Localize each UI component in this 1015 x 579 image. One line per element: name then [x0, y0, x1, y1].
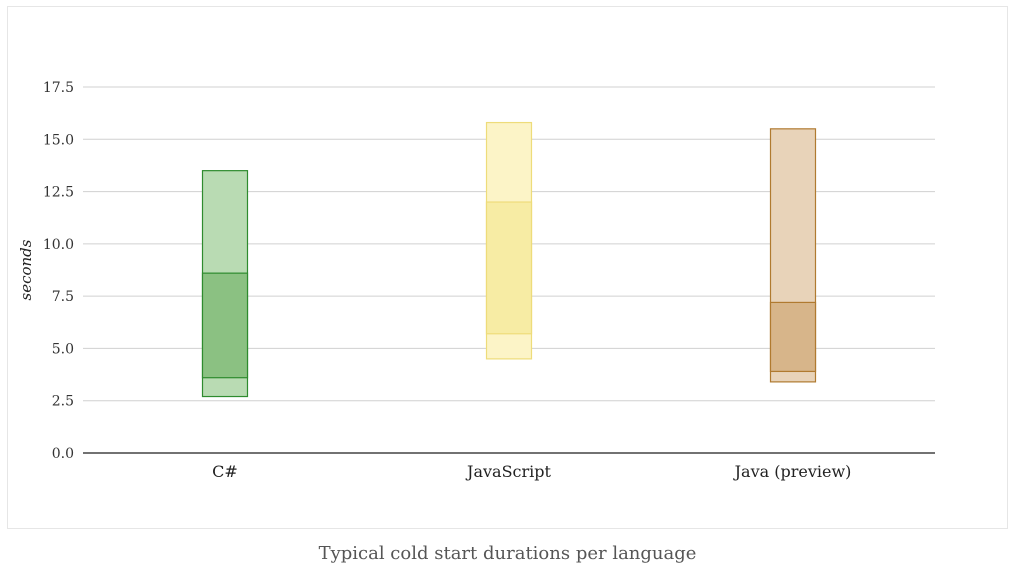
y-tick-label: 12.5 — [43, 185, 74, 201]
x-tick-label: Java (preview) — [733, 462, 852, 481]
y-axis-title: seconds — [17, 239, 35, 300]
y-tick-label: 17.5 — [43, 80, 74, 96]
y-tick-labels: 0.0 2.5 5.0 7.5 10.0 12.5 15.0 17.5 — [43, 80, 74, 462]
x-tick-label: C# — [212, 462, 238, 481]
range-bar-inner — [769, 301, 817, 373]
y-tick-label: 0.0 — [52, 446, 74, 462]
y-tick-label: 7.5 — [52, 289, 74, 305]
range-bar-inner — [201, 272, 249, 379]
range-bars — [201, 121, 817, 398]
x-tick-labels: C# JavaScript Java (preview) — [212, 462, 851, 481]
y-tick-label: 15.0 — [43, 132, 74, 148]
range-bar-inner — [485, 201, 533, 335]
y-tick-label: 5.0 — [52, 341, 74, 357]
chart-caption: Typical cold start durations per languag… — [318, 543, 697, 564]
y-tick-label: 10.0 — [43, 237, 74, 253]
y-tick-label: 2.5 — [52, 394, 74, 410]
chart-frame — [7, 6, 1008, 529]
x-tick-label: JavaScript — [465, 462, 551, 481]
